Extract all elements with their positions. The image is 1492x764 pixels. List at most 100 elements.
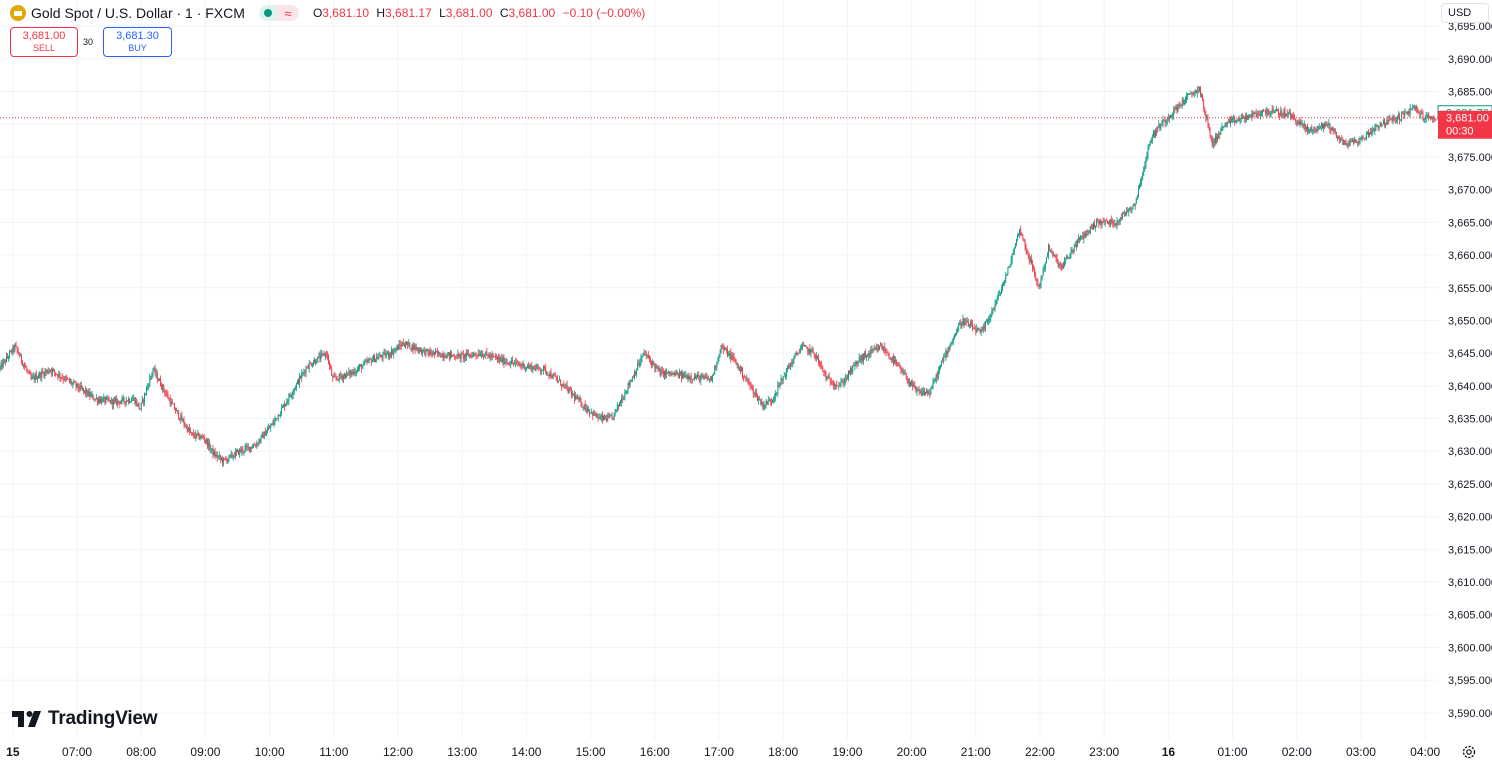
candle-body — [1378, 126, 1380, 129]
candle-body — [125, 400, 127, 404]
candle-body — [160, 379, 161, 386]
candle-body — [514, 362, 516, 364]
candle-body — [728, 355, 730, 357]
candle-body — [875, 347, 877, 350]
candle-body — [1228, 120, 1230, 124]
candle-body — [141, 399, 143, 403]
candle-body — [1426, 114, 1428, 116]
currency-selector[interactable]: USD — [1441, 3, 1489, 23]
candle-body — [793, 356, 795, 361]
candle-body — [70, 381, 72, 382]
candle-body — [133, 397, 135, 400]
candle-body — [826, 377, 828, 380]
candle-body — [994, 303, 996, 310]
candle-body — [490, 355, 492, 358]
candle-body — [304, 372, 306, 374]
market-open-dot-icon[interactable] — [258, 5, 277, 21]
candle-body — [795, 352, 797, 355]
candle-body — [531, 365, 533, 371]
candle-body — [339, 374, 341, 377]
status-pills[interactable]: ≈ — [258, 5, 299, 21]
time-axis[interactable]: 15 07:00 08:00 09:00 10:00 11:00 12:00 13:00 14:… — [6, 745, 1440, 759]
candle-body — [1394, 117, 1396, 122]
candle-body — [432, 351, 434, 355]
candle-body — [1044, 262, 1046, 269]
candle-body — [820, 362, 822, 365]
candle-body — [27, 370, 29, 372]
candle-body — [1418, 112, 1420, 114]
candle-body — [26, 367, 28, 371]
candle-body — [398, 344, 400, 350]
candle-body — [619, 403, 620, 407]
candle-body — [905, 373, 907, 379]
candle-body — [527, 365, 528, 368]
price-axis[interactable]: 3,590.000 3,595.000 3,600.000 3,605.000 3,61… — [1448, 21, 1492, 720]
candle-body — [1105, 220, 1107, 222]
candle-body — [441, 354, 443, 358]
data-delay-wave-icon[interactable]: ≈ — [276, 5, 299, 21]
candle-body — [1018, 234, 1020, 236]
candle-body — [1010, 260, 1012, 267]
candle-body — [425, 349, 427, 355]
candle-body — [1062, 266, 1063, 268]
candle-body — [1297, 122, 1299, 124]
candle-body — [861, 355, 863, 361]
candle-body — [894, 359, 895, 364]
candle-body — [773, 399, 775, 401]
candle-body — [352, 371, 354, 374]
candle-body — [862, 355, 864, 361]
candle-body — [366, 360, 368, 363]
candle-body — [941, 360, 942, 365]
candle-body — [962, 318, 964, 322]
candle-body — [604, 415, 605, 419]
candle-body — [54, 369, 56, 373]
candle-body — [253, 445, 255, 448]
candle-body — [859, 357, 861, 361]
candle-body — [336, 377, 338, 379]
candle-body — [1005, 275, 1007, 281]
candle-body — [474, 353, 476, 355]
candle-body — [261, 434, 263, 436]
ohlc-close-value: 3,681.00 — [508, 6, 556, 20]
candle-body — [884, 346, 886, 352]
candle-body — [1351, 140, 1353, 142]
candle-body — [150, 376, 152, 378]
candle-body — [1192, 94, 1194, 95]
candle-body — [1070, 251, 1072, 255]
candle-body — [1, 363, 3, 368]
tradingview-logo[interactable]: TradingView — [12, 708, 158, 730]
candle-body — [977, 328, 979, 330]
candle-body — [471, 355, 473, 358]
candle-body — [454, 355, 456, 358]
last-price-box — [1438, 110, 1492, 139]
price-tick-label: 3,615.000 — [1448, 544, 1492, 556]
candle-body — [1054, 254, 1056, 257]
candle-body — [216, 454, 218, 458]
candle-body — [635, 372, 636, 374]
candle-body — [417, 348, 419, 350]
candle-body — [1157, 127, 1159, 133]
candle-body — [1309, 130, 1311, 131]
candle-body — [973, 328, 975, 330]
candle-body — [1182, 99, 1184, 105]
candle-body — [71, 381, 73, 385]
candle-body — [1049, 245, 1051, 251]
candle-body — [640, 358, 642, 363]
candle-body — [1141, 179, 1143, 183]
candle-body — [926, 391, 928, 393]
sell-button[interactable]: 3,681.00 SELL — [10, 27, 78, 57]
candle-body — [1124, 212, 1125, 214]
ohlc-high-key: H — [376, 6, 386, 20]
candle-body — [778, 385, 780, 386]
candle-body — [1074, 244, 1076, 247]
candle-body — [607, 415, 609, 422]
candle-body — [620, 402, 622, 404]
settings-gear-icon[interactable] — [1461, 744, 1477, 760]
candle-body — [426, 349, 428, 351]
buy-button[interactable]: 3,681.30 BUY — [103, 27, 172, 57]
candle-body — [365, 360, 367, 362]
candle-body — [1220, 128, 1222, 135]
symbol-title[interactable]: Gold Spot / U.S. Dollar · 1 · FXCM — [31, 5, 245, 21]
candle-body — [886, 352, 888, 354]
